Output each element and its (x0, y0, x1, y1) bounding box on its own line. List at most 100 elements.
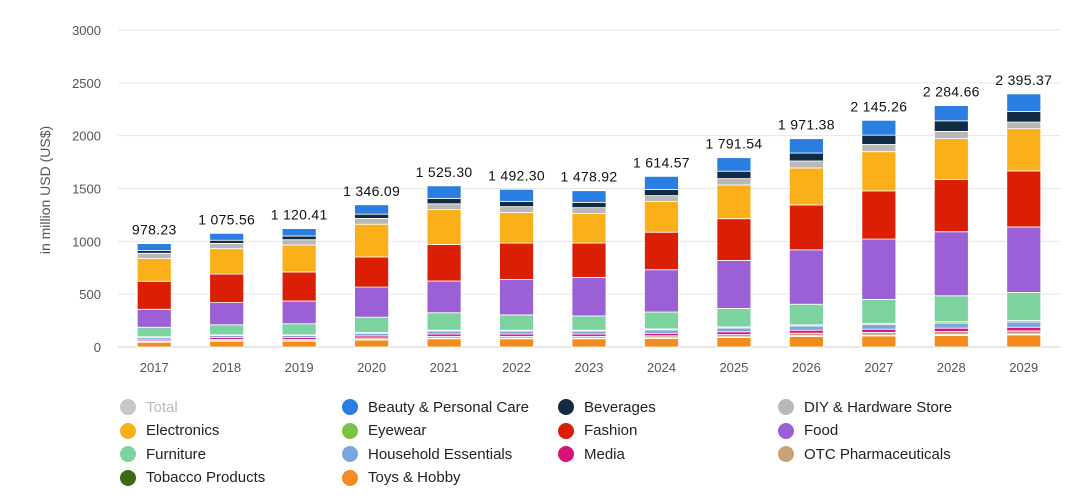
bar-segment[interactable] (644, 329, 679, 334)
bar-segment[interactable] (281, 228, 317, 237)
bar-segment[interactable] (499, 330, 534, 335)
bar-segment[interactable] (933, 322, 969, 329)
bar-segment[interactable] (281, 235, 317, 241)
bar-segment[interactable] (644, 311, 679, 330)
bar-segment[interactable] (571, 315, 607, 331)
bar-segment[interactable] (499, 279, 534, 316)
bar-segment[interactable] (354, 213, 390, 219)
bar-segment[interactable] (1006, 93, 1042, 112)
bar-segment[interactable] (1006, 334, 1042, 348)
legend-item[interactable]: Toys & Hobby (342, 467, 461, 489)
bar-segment[interactable] (1006, 121, 1042, 130)
bar-segment[interactable] (644, 201, 679, 233)
bar-segment[interactable] (788, 329, 824, 334)
bar-segment[interactable] (136, 258, 172, 282)
bar-segment[interactable] (1006, 326, 1042, 332)
bar-segment[interactable] (788, 303, 824, 326)
bar-segment[interactable] (716, 178, 752, 186)
legend-item[interactable]: Beverages (558, 396, 656, 418)
bar-segment[interactable] (861, 144, 897, 153)
legend-item[interactable]: Household Essentials (342, 443, 512, 465)
legend-item[interactable]: Beauty & Personal Care (342, 396, 529, 418)
bar-segment[interactable] (571, 213, 607, 244)
bar-segment[interactable] (571, 242, 607, 278)
bar-segment[interactable] (861, 151, 897, 192)
bar-segment[interactable] (1006, 321, 1042, 328)
bar-segment[interactable] (716, 184, 752, 220)
bar-segment[interactable] (716, 218, 752, 261)
bar-segment[interactable] (861, 324, 897, 330)
bar-segment[interactable] (861, 331, 897, 336)
bar-segment[interactable] (716, 331, 752, 335)
bar-segment[interactable] (209, 273, 245, 303)
bar-segment[interactable] (281, 244, 317, 273)
legend-item[interactable]: Media (558, 443, 625, 465)
bar-segment[interactable] (861, 335, 897, 348)
bar-segment[interactable] (209, 242, 245, 250)
bar-segment[interactable] (716, 170, 752, 179)
bar-segment[interactable] (644, 231, 679, 271)
bar-segment[interactable] (354, 223, 390, 258)
bar-segment[interactable] (499, 338, 534, 348)
bar-segment[interactable] (281, 323, 317, 336)
bar-segment[interactable] (209, 239, 245, 244)
legend-item[interactable]: OTC Pharmaceuticals (778, 443, 951, 465)
bar-segment[interactable] (644, 338, 679, 348)
bar-segment[interactable] (788, 325, 824, 331)
bar-segment[interactable] (209, 248, 245, 275)
bar-segment[interactable] (136, 308, 172, 328)
bar-segment[interactable] (499, 212, 534, 244)
bar-segment[interactable] (136, 326, 172, 338)
bar-segment[interactable] (281, 271, 317, 302)
bar-segment[interactable] (354, 204, 390, 215)
bar-segment[interactable] (644, 195, 679, 202)
bar-segment[interactable] (354, 316, 390, 333)
bar-segment[interactable] (136, 280, 172, 310)
bar-segment[interactable] (933, 178, 969, 233)
bar-segment[interactable] (788, 167, 824, 206)
bar-segment[interactable] (933, 331, 969, 335)
bar-segment[interactable] (933, 295, 969, 323)
bar-segment[interactable] (209, 232, 245, 241)
bar-segment[interactable] (1006, 330, 1042, 335)
bar-segment[interactable] (499, 314, 534, 331)
bar-segment[interactable] (933, 105, 969, 122)
bar-segment[interactable] (861, 119, 897, 136)
legend-item[interactable]: DIY & Hardware Store (778, 396, 952, 418)
bar-segment[interactable] (933, 138, 969, 180)
bar-segment[interactable] (788, 152, 824, 162)
bar-segment[interactable] (354, 286, 390, 318)
bar-segment[interactable] (499, 188, 534, 202)
bar-segment[interactable] (861, 299, 897, 324)
bar-segment[interactable] (426, 280, 462, 314)
bar-segment[interactable] (1006, 128, 1042, 172)
bar-segment[interactable] (354, 339, 390, 348)
bar-segment[interactable] (571, 207, 607, 214)
bar-segment[interactable] (426, 312, 462, 331)
bar-segment[interactable] (136, 341, 172, 348)
bar-segment[interactable] (716, 327, 752, 333)
legend-item[interactable]: Total (120, 396, 178, 418)
bar-segment[interactable] (788, 249, 824, 305)
bar-segment[interactable] (788, 204, 824, 251)
bar-segment[interactable] (571, 201, 607, 209)
bar-segment[interactable] (933, 120, 969, 132)
bar-segment[interactable] (426, 198, 462, 205)
bar-segment[interactable] (209, 302, 245, 326)
bar-segment[interactable] (716, 337, 752, 348)
bar-segment[interactable] (716, 157, 752, 172)
bar-segment[interactable] (933, 334, 969, 348)
bar-segment[interactable] (644, 269, 679, 313)
bar-segment[interactable] (861, 134, 897, 145)
bar-segment[interactable] (861, 328, 897, 333)
bar-segment[interactable] (354, 217, 390, 225)
bar-segment[interactable] (1006, 170, 1042, 228)
bar-segment[interactable] (861, 238, 897, 300)
bar-segment[interactable] (426, 185, 462, 199)
bar-segment[interactable] (571, 190, 607, 203)
bar-segment[interactable] (209, 324, 245, 336)
legend-item[interactable]: Electronics (120, 420, 219, 442)
legend-item[interactable]: Food (778, 420, 838, 442)
bar-segment[interactable] (861, 190, 897, 240)
bar-segment[interactable] (281, 239, 317, 246)
